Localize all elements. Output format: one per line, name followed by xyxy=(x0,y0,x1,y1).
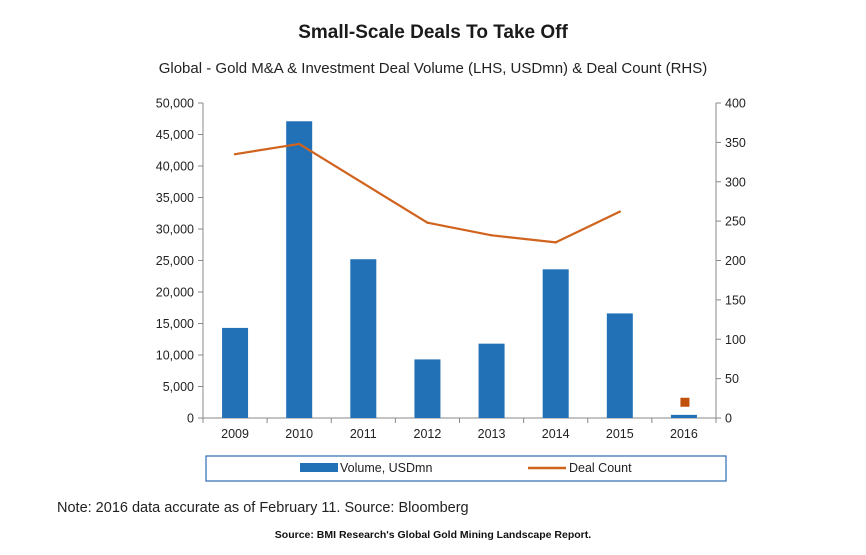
x-tick-label: 2014 xyxy=(542,427,570,441)
chart-svg: 0 5,000 10,000 15,000 20,000 25,000 30,000 35,0… xyxy=(156,97,746,482)
left-tick-label: 45,000 xyxy=(156,128,194,142)
right-axis: 0 50 100 150 200 250 300 350 400 xyxy=(716,97,746,426)
x-axis: 2009 2010 2011 2012 2013 2014 2015 2016 xyxy=(202,418,717,441)
deal-count-point-2013 xyxy=(490,234,493,237)
legend: Volume, USDmn Deal Count xyxy=(205,455,727,482)
right-tick-label: 350 xyxy=(725,136,746,150)
bar-2012 xyxy=(414,359,441,418)
chart-title: Small-Scale Deals To Take Off xyxy=(298,22,568,43)
x-tick-label: 2016 xyxy=(670,427,698,441)
right-tick-label: 50 xyxy=(725,372,739,386)
x-tick-label: 2013 xyxy=(478,427,506,441)
deal-count-point-2010 xyxy=(297,142,301,146)
x-tick-label: 2011 xyxy=(350,427,377,441)
legend-bar-swatch xyxy=(300,463,338,472)
left-tick-label: 30,000 xyxy=(156,223,194,237)
left-tick-label: 35,000 xyxy=(156,191,194,205)
right-tick-label: 200 xyxy=(725,254,746,268)
right-tick-label: 100 xyxy=(725,333,746,347)
right-tick-label: 300 xyxy=(725,175,746,189)
left-tick-label: 25,000 xyxy=(156,254,194,268)
bar-2015 xyxy=(606,313,633,418)
left-axis: 0 5,000 10,000 15,000 20,000 25,000 30,000 35,0… xyxy=(156,97,203,426)
legend-bar-label: Volume, USDmn xyxy=(340,461,432,475)
x-tick-label: 2010 xyxy=(285,427,313,441)
x-tick-label: 2009 xyxy=(221,427,249,441)
deal-count-point-2015 xyxy=(618,210,622,213)
right-tick-label: 250 xyxy=(725,215,746,229)
plot-frame xyxy=(202,103,717,419)
left-tick-label: 50,000 xyxy=(156,97,194,111)
deal-count-marker-2016 xyxy=(680,397,690,407)
deal-count-point-2011 xyxy=(362,182,365,185)
left-tick-label: 10,000 xyxy=(156,349,194,363)
left-tick-label: 15,000 xyxy=(156,317,194,331)
left-tick-label: 20,000 xyxy=(156,286,194,300)
right-tick-label: 0 xyxy=(725,412,732,426)
legend-line-label: Deal Count xyxy=(569,461,632,475)
chart-subtitle: Global - Gold M&A & Investment Deal Volu… xyxy=(158,60,708,77)
legend-box xyxy=(205,455,727,482)
line-series xyxy=(233,142,690,407)
footnote: Note: 2016 data accurate as of February … xyxy=(57,500,469,516)
bar-2016 xyxy=(670,414,697,418)
left-tick-label: 40,000 xyxy=(156,160,194,174)
bar-2009 xyxy=(222,327,249,418)
right-tick-label: 150 xyxy=(725,293,746,307)
right-tick-label: 400 xyxy=(725,97,746,111)
bar-2013 xyxy=(478,343,505,418)
x-tick-label: 2015 xyxy=(606,427,634,441)
bar-2010 xyxy=(286,121,313,419)
left-tick-label: 0 xyxy=(187,412,194,426)
x-tick-label: 2012 xyxy=(414,427,442,441)
deal-count-point-2009 xyxy=(233,152,237,156)
source-caption: Source: BMI Research's Global Gold Minin… xyxy=(274,529,592,541)
bars-series xyxy=(222,121,697,419)
bar-2014 xyxy=(542,269,569,418)
left-tick-label: 5,000 xyxy=(163,380,194,394)
bar-2011 xyxy=(350,259,377,418)
deal-count-point-2014 xyxy=(554,241,557,244)
deal-count-point-2012 xyxy=(426,221,429,224)
